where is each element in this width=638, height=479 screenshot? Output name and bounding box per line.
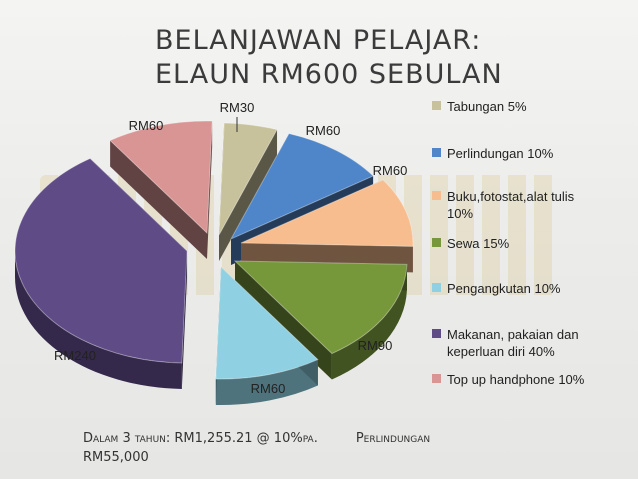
legend-label: Pengangkutan 10% (447, 281, 561, 296)
pie-slice-pengangkutan (215, 265, 319, 380)
slide-footer: Dalam 3 tahun: RM1,255.21 @ 10%pa. Perlin… (83, 429, 603, 467)
legend-swatch (432, 148, 441, 157)
pie-slice-buku-fotostat-alat-tulis (240, 179, 414, 247)
pie-slice-edge (207, 121, 213, 259)
slice-value-label: RM60 (251, 381, 286, 396)
slice-value-label: RM60 (129, 118, 164, 133)
slide-title: BELANJAWAN PELAJAR: ELAUN RM600 SEBULAN (155, 24, 535, 92)
pie-slice-wall (331, 264, 407, 380)
footer-line-2: RM55,000 (83, 450, 149, 465)
legend-swatch (432, 238, 441, 247)
legend-swatch (432, 374, 441, 383)
slice-value-label: RM90 (358, 338, 393, 353)
legend-swatch (432, 329, 441, 338)
pie-slice-wall (15, 251, 182, 389)
legend-label: Buku,fotostat,alat tulis 10% (447, 189, 575, 221)
title-line-1: BELANJAWAN PELAJAR: (155, 25, 482, 56)
slice-value-label: RM60 (306, 123, 341, 138)
legend-label: Perlindungan 10% (447, 146, 554, 161)
pie-slice-top-up-handphone (109, 120, 213, 235)
footer-calc: Dalam 3 tahun: RM1,255.21 @ 10%pa. (83, 431, 318, 446)
pie-slice-sewa (233, 260, 408, 355)
pie-slice-edge (181, 251, 187, 389)
footer-line-1: Dalam 3 tahun: RM1,255.21 @ 10%pa. Perlin… (83, 429, 603, 448)
legend-swatch (432, 283, 441, 292)
pie-slice-tabungan (218, 122, 278, 236)
legend-swatch (432, 191, 441, 200)
slice-value-label: RM240 (54, 348, 96, 363)
legend-label: Top up handphone 10% (447, 372, 585, 387)
pie-slice-edge (110, 140, 207, 259)
pie-slice-side (110, 121, 213, 259)
slice-value-label: RM30 (220, 100, 255, 115)
footer-protection: Perlindungan (355, 431, 431, 446)
legend-swatch (432, 101, 441, 110)
pie-slice-perlindungan (229, 132, 375, 241)
title-line-2: ELAUN RM600 SEBULAN (155, 59, 503, 90)
legend-label: Makanan, pakaian dan keperluan diri 40% (447, 327, 579, 359)
pie-slice-wall (215, 359, 318, 405)
pie-slice-edge (219, 129, 278, 261)
slice-value-label: RM60 (373, 163, 408, 178)
legend-label: Tabungan 5% (447, 99, 527, 114)
legend-label: Sewa 15% (447, 236, 510, 251)
pie-slice-makanan-pakaian-dan-keperluan-diri (14, 157, 188, 364)
